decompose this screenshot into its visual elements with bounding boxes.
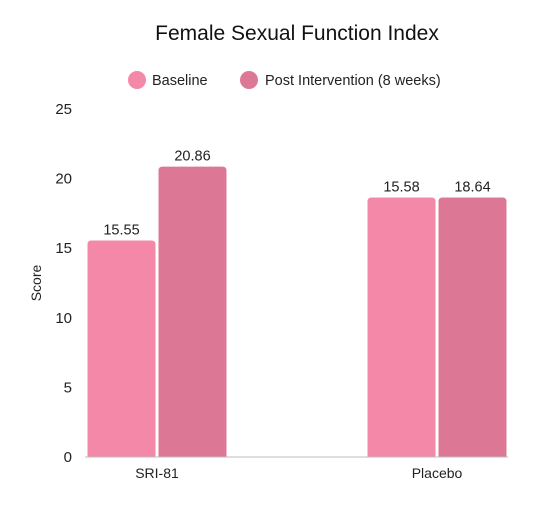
y-tick-25: 25 [55,101,72,118]
legend: Baseline Post Intervention (8 weeks) [128,71,441,89]
data-label-baseline-sri-81: 15.55 [103,223,139,239]
bar-post-intervention-placebo [438,197,507,458]
legend-swatch-post-intervention [240,71,258,89]
y-tick-15: 15 [55,240,72,257]
data-label-post-intervention-placebo: 18.64 [454,180,490,196]
y-tick-5: 5 [64,379,72,396]
legend-label-baseline: Baseline [152,73,208,89]
legend-label-post-intervention: Post Intervention (8 weeks) [265,73,441,89]
x-axis-categories: SRI-81 Placebo [135,465,462,481]
x-category-placebo: Placebo [412,465,463,481]
bar-post-intervention-sri-81 [158,166,227,458]
y-axis-ticks: 0 5 10 15 20 25 [55,101,72,466]
legend-swatch-baseline [128,71,146,89]
data-labels: 15.55 20.86 15.58 18.64 [103,149,490,239]
bars [87,166,507,458]
x-category-sri-81: SRI-81 [135,465,179,481]
y-tick-20: 20 [55,171,72,188]
bar-baseline-sri-81 [87,240,156,457]
y-tick-0: 0 [64,449,72,466]
bar-baseline-placebo [367,197,436,458]
y-axis-label: Score [28,265,44,302]
data-label-post-intervention-sri-81: 20.86 [174,149,210,165]
chart-title: Female Sexual Function Index [155,22,439,45]
data-label-baseline-placebo: 15.58 [383,180,419,196]
y-tick-10: 10 [55,310,72,327]
